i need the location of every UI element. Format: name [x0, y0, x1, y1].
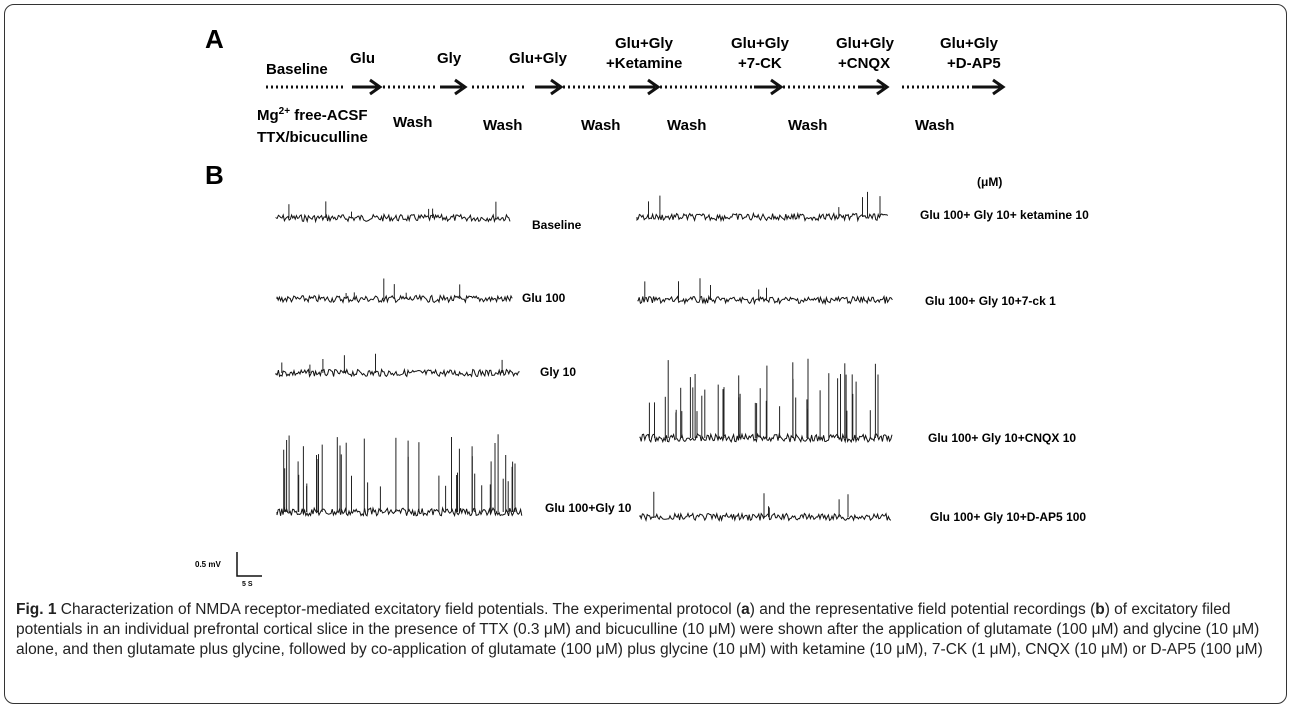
- step-label-baseline: Baseline: [266, 61, 328, 78]
- trace-label-7ck: Glu 100+ Gly 10+7-ck 1: [925, 294, 1056, 308]
- wash-label-2: Wash: [483, 117, 522, 134]
- step-label-dap5-top: Glu+Gly: [940, 35, 999, 52]
- step-label-cnqx-top: Glu+Gly: [836, 35, 895, 52]
- figure-caption: Fig. 1 Characterization of NMDA receptor…: [16, 600, 1278, 660]
- step-label-glugly: Glu+Gly: [509, 50, 568, 67]
- trace-baseline-noise: [636, 211, 889, 223]
- wash-label-3: Wash: [581, 117, 620, 134]
- step-label-glu: Glu: [350, 50, 375, 67]
- bath-condition-line2: TTX/bicuculline: [257, 129, 368, 146]
- arrow-7ck-head: [770, 78, 784, 96]
- wash-label-6: Wash: [915, 117, 954, 134]
- trace-label-dap5: Glu 100+ Gly 10+D-AP5 100: [930, 510, 1086, 524]
- scale-bar: 0.5 mV 5 S: [195, 552, 262, 588]
- scale-bar-time: 5 S: [242, 581, 253, 588]
- step-label-7ck-top: Glu+Gly: [731, 35, 790, 52]
- figure-frame: [4, 4, 1287, 704]
- trace-baseline-noise: [637, 294, 893, 306]
- caption-title: Characterization of NMDA receptor-mediat…: [56, 601, 742, 618]
- caption-ref-a: a: [741, 601, 750, 618]
- trace-baseline-noise: [276, 506, 523, 518]
- caption-rest: ) of excitatory filed potentials in an i…: [16, 601, 1263, 658]
- trace-label-cnqx: Glu 100+ Gly 10+CNQX 10: [928, 431, 1076, 445]
- trace-label-glu: Glu 100: [522, 291, 566, 305]
- scale-bar-voltage: 0.5 mV: [195, 560, 221, 569]
- step-label-cnqx-bottom: +CNQX: [838, 55, 890, 72]
- trace-baseline-noise: [275, 367, 520, 378]
- bath-condition-line1: Mg2+ free-ACSF: [257, 106, 368, 124]
- caption-ref-b: b: [1095, 601, 1105, 618]
- arrow-glugly-head: [550, 78, 564, 96]
- arrow-gly-head: [454, 78, 468, 96]
- step-label-dap5-bottom: +D-AP5: [947, 55, 1001, 72]
- wash-label-1: Wash: [393, 114, 432, 131]
- step-label-7ck-bottom: +7-CK: [738, 55, 782, 72]
- trace-baseline-noise: [639, 511, 892, 523]
- arrow-glu-head: [369, 78, 383, 96]
- step-label-ket-bottom: +Ketamine: [606, 55, 682, 72]
- arrow-dap5-head: [992, 78, 1006, 96]
- unit-label: (μM): [977, 175, 1002, 189]
- arrow-ketamine-head: [647, 78, 661, 96]
- trace-label-baseline: Baseline: [532, 218, 582, 232]
- arrow-cnqx-head: [876, 78, 890, 96]
- protocol-timeline: [266, 78, 1006, 96]
- caption-fig-label: Fig. 1: [16, 601, 57, 618]
- scale-bar-lines: [236, 552, 262, 577]
- recording-traces: [275, 191, 893, 523]
- panel-a-letter: A: [205, 24, 224, 54]
- trace-label-gly: Gly 10: [540, 365, 576, 379]
- panel-b-letter: B: [205, 160, 224, 190]
- figure-graphic: A Baseline Glu Gly Glu+Gly Glu+Gly +Keta…: [195, 24, 1089, 588]
- step-label-gly: Gly: [437, 50, 462, 67]
- caption-mid: ) and the representative field potential…: [749, 601, 1096, 618]
- wash-label-4: Wash: [667, 117, 706, 134]
- trace-label-ketamine: Glu 100+ Gly 10+ ketamine 10: [920, 208, 1089, 222]
- step-label-ket-top: Glu+Gly: [615, 35, 674, 52]
- trace-baseline-noise: [275, 212, 511, 224]
- trace-label-glugly: Glu 100+Gly 10: [545, 501, 632, 515]
- wash-label-5: Wash: [788, 117, 827, 134]
